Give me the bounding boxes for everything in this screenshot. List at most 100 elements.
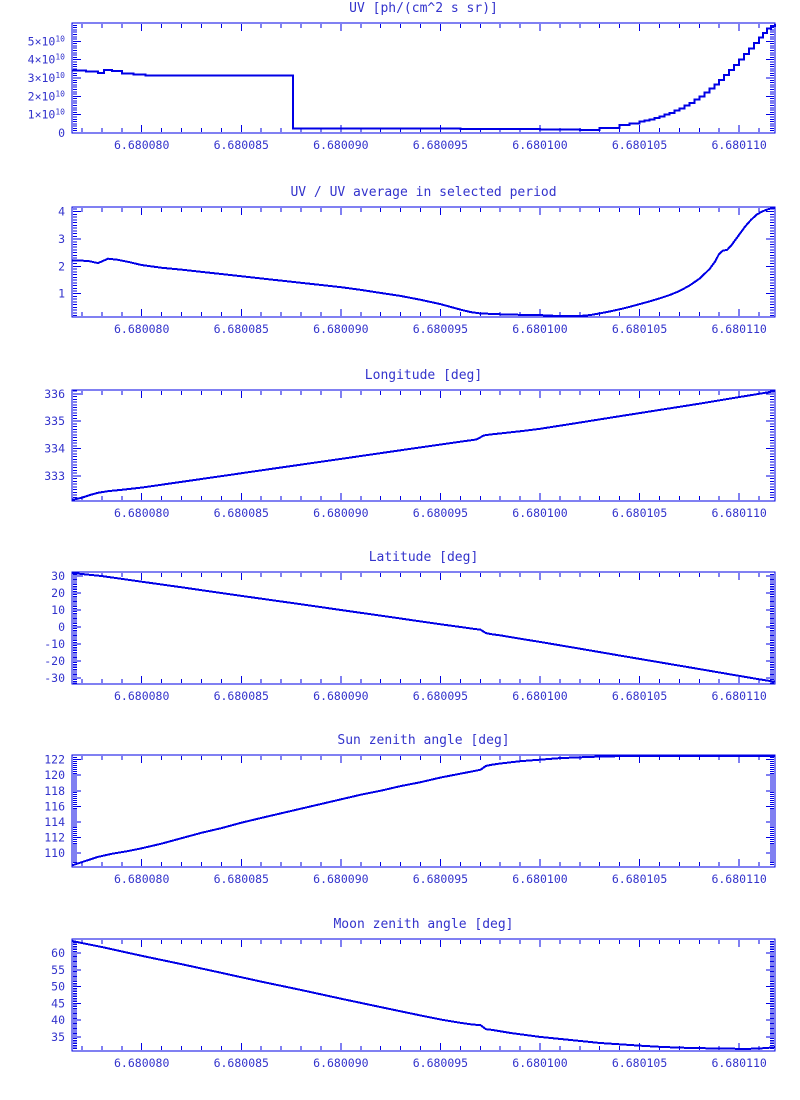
uv-series-line (72, 24, 776, 131)
latitude-x-tick-label: 6.680110 (711, 689, 766, 703)
svg-text:1×1010: 1×1010 (28, 108, 66, 122)
svg-text:0: 0 (58, 126, 65, 140)
uv-ratio-series-line (71, 207, 776, 317)
svg-text:5×1010: 5×1010 (28, 34, 66, 48)
svg-text:20: 20 (51, 586, 65, 600)
longitude-frame (71, 389, 776, 502)
uv-ratio-x-tick-label: 6.680080 (114, 322, 169, 336)
svg-text:3×1010: 3×1010 (28, 71, 66, 85)
svg-text:336: 336 (44, 387, 65, 401)
latitude-frame (71, 571, 776, 685)
svg-text:4: 4 (58, 205, 65, 219)
svg-text:1: 1 (58, 287, 65, 301)
sun-zenith-x-tick-label: 6.680105 (612, 872, 667, 886)
moon-zenith-x-tick-label: 6.680090 (313, 1056, 368, 1070)
moon-zenith-frame (71, 938, 776, 1052)
svg-text:3: 3 (58, 232, 65, 246)
moon-zenith-x-tick-label: 6.680110 (711, 1056, 766, 1070)
svg-text:2×1010: 2×1010 (28, 89, 66, 103)
uv-ratio-x-tick-label: 6.680110 (711, 322, 766, 336)
svg-text:-10: -10 (44, 637, 65, 651)
moon-zenith-x-tick-label: 6.680095 (413, 1056, 468, 1070)
svg-text:60: 60 (51, 946, 65, 960)
latitude-x-tick-label: 6.680085 (214, 689, 269, 703)
latitude-chart: 6.680080 6.680085 6.680090 6.680095 6.680100… (44, 569, 776, 703)
latitude-x-tick-label: 6.680100 (512, 689, 567, 703)
chart-title-moon-zenith: Moon zenith angle [deg] (333, 917, 514, 932)
latitude-x-tick-label: 6.680080 (114, 689, 169, 703)
chart-title-uv: UV [ph/(cm^2 s sr)] (349, 1, 498, 16)
svg-text:110: 110 (44, 846, 65, 860)
svg-text:2: 2 (58, 259, 65, 273)
uv-ratio-x-tick-label: 6.680100 (512, 322, 567, 336)
svg-text:-30: -30 (44, 671, 65, 685)
chart-title-sun-zenith: Sun zenith angle [deg] (337, 733, 510, 748)
svg-text:40: 40 (51, 1013, 65, 1027)
svg-text:122: 122 (44, 753, 65, 767)
svg-text:35: 35 (51, 1030, 65, 1044)
svg-text:333: 333 (44, 469, 65, 483)
svg-text:118: 118 (44, 784, 65, 798)
chart-title-latitude: Latitude [deg] (368, 550, 479, 565)
moon-zenith-x-tick-label: 6.680085 (214, 1056, 269, 1070)
chart-title-longitude: Longitude [deg] (364, 368, 483, 383)
chart-title-uv-ratio: UV / UV average in selected period (290, 185, 557, 200)
moon-zenith-x-tick-label: 6.680100 (512, 1056, 567, 1070)
svg-text:114: 114 (44, 815, 65, 829)
svg-text:120: 120 (44, 768, 65, 782)
uv-x-tick-label: 6.680090 (313, 138, 368, 152)
sun-zenith-x-tick-label: 6.680085 (214, 872, 269, 886)
uv-x-tick-label: 6.680095 (413, 138, 468, 152)
uv-ratio-frame (71, 206, 776, 318)
sun-zenith-series-line (71, 755, 776, 867)
moon-zenith-chart: 6.680080 6.680085 6.680090 6.680095 6.680100… (51, 938, 776, 1070)
sun-zenith-x-tick-label: 6.680095 (413, 872, 468, 886)
latitude-x-tick-label: 6.680090 (313, 689, 368, 703)
longitude-x-tick-label: 6.680105 (612, 506, 667, 520)
uv-ratio-x-tick-label: 6.680105 (612, 322, 667, 336)
sun-zenith-x-tick-label: 6.680080 (114, 872, 169, 886)
uv-x-tick-label: 6.680105 (612, 138, 667, 152)
svg-text:30: 30 (51, 569, 65, 583)
svg-text:335: 335 (44, 414, 65, 428)
sun-zenith-x-tick-label: 6.680090 (313, 872, 368, 886)
uv-x-tick-label: 6.680085 (214, 138, 269, 152)
longitude-x-tick-label: 6.680090 (313, 506, 368, 520)
svg-text:50: 50 (51, 980, 65, 994)
moon-zenith-x-tick-label: 6.680105 (612, 1056, 667, 1070)
uv-x-tick-label: 6.680080 (114, 138, 169, 152)
svg-text:-20: -20 (44, 654, 65, 668)
longitude-chart: 6.680080 6.680085 6.680090 6.680095 6.680100… (44, 387, 776, 520)
sun-zenith-x-tick-label: 6.680110 (711, 872, 766, 886)
svg-text:10: 10 (51, 603, 65, 617)
svg-text:55: 55 (51, 963, 65, 977)
uv-frame (71, 22, 776, 134)
moon-zenith-series-line (71, 940, 776, 1050)
latitude-x-tick-label: 6.680095 (413, 689, 468, 703)
longitude-x-tick-label: 6.680080 (114, 506, 169, 520)
svg-text:116: 116 (44, 799, 65, 813)
sun-zenith-chart: 6.680080 6.680085 6.680090 6.680095 6.680100… (44, 753, 776, 886)
svg-text:4×1010: 4×1010 (28, 53, 66, 67)
sun-zenith-x-tick-label: 6.680100 (512, 872, 567, 886)
longitude-series-line (71, 390, 776, 501)
svg-text:334: 334 (44, 442, 65, 456)
uv-ratio-x-tick-label: 6.680095 (413, 322, 468, 336)
latitude-series-line (71, 572, 776, 683)
uv-ratio-x-tick-label: 6.680090 (313, 322, 368, 336)
longitude-x-tick-label: 6.680085 (214, 506, 269, 520)
uv-x-tick-label: 6.680100 (512, 138, 567, 152)
uv-ratio-x-tick-label: 6.680085 (214, 322, 269, 336)
svg-text:112: 112 (44, 830, 65, 844)
latitude-x-tick-label: 6.680105 (612, 689, 667, 703)
uv-ratio-chart: 6.680080 6.680085 6.680090 6.680095 6.680100… (58, 205, 776, 336)
moon-zenith-x-tick-label: 6.680080 (114, 1056, 169, 1070)
longitude-x-tick-label: 6.680095 (413, 506, 468, 520)
svg-text:45: 45 (51, 996, 65, 1010)
uv-chart: 6.680080 6.680085 6.680090 6.680095 6.680100… (28, 22, 776, 152)
svg-text:0: 0 (58, 620, 65, 634)
longitude-x-tick-label: 6.680110 (711, 506, 766, 520)
longitude-x-tick-label: 6.680100 (512, 506, 567, 520)
